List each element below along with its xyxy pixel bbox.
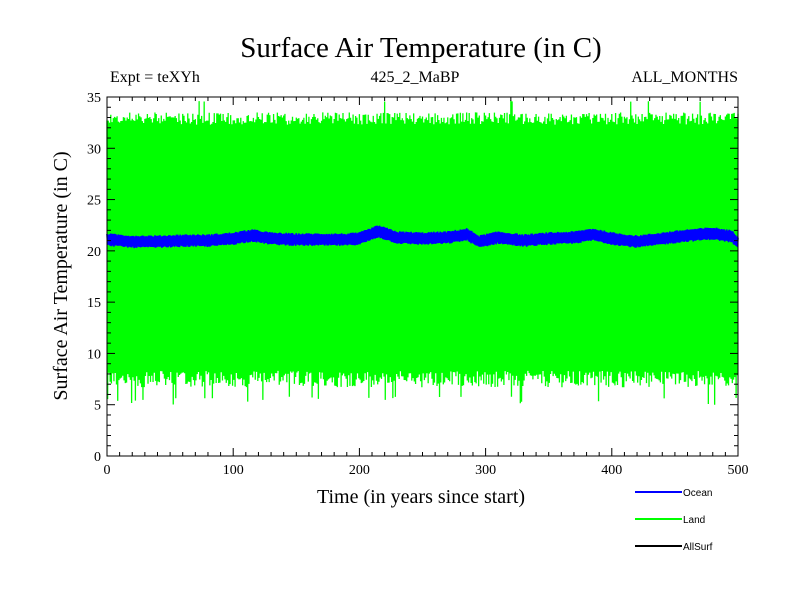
chart-title: Surface Air Temperature (in C) [240,32,601,64]
plot-area: 0 5 10 15 20 25 30 35 0 100 200 300 400 500 [87,91,749,478]
y-tick-label: 0 [94,450,101,465]
y-tick-label: 10 [87,347,101,362]
age-label: 425_2_MaBP [371,69,460,86]
land-series [106,100,739,405]
x-tick-label: 100 [223,463,244,478]
x-tick-label: 300 [475,463,496,478]
x-tick-label: 400 [601,463,622,478]
y-axis-label: Surface Air Temperature (in C) [50,151,72,400]
x-tick-label: 500 [728,463,749,478]
x-tick-label: 200 [349,463,370,478]
x-axis-label: Time (in years since start) [317,486,525,508]
expt-label: Expt = teXYh [110,69,200,86]
y-tick-label: 15 [87,296,101,311]
y-tick-label: 35 [87,91,101,106]
y-tick-label: 25 [87,194,101,209]
y-tick-label: 5 [94,399,101,414]
legend-label-ocean: Ocean [683,488,712,499]
x-tick-label: 0 [104,463,111,478]
legend: Ocean Land AllSurf [635,488,713,553]
legend-label-allsurf: AllSurf [683,542,713,553]
y-tick-label: 20 [87,245,101,260]
y-tick-label: 30 [87,142,101,157]
months-label: ALL_MONTHS [631,69,738,86]
ocean-series [106,225,739,249]
legend-label-land: Land [683,515,705,526]
